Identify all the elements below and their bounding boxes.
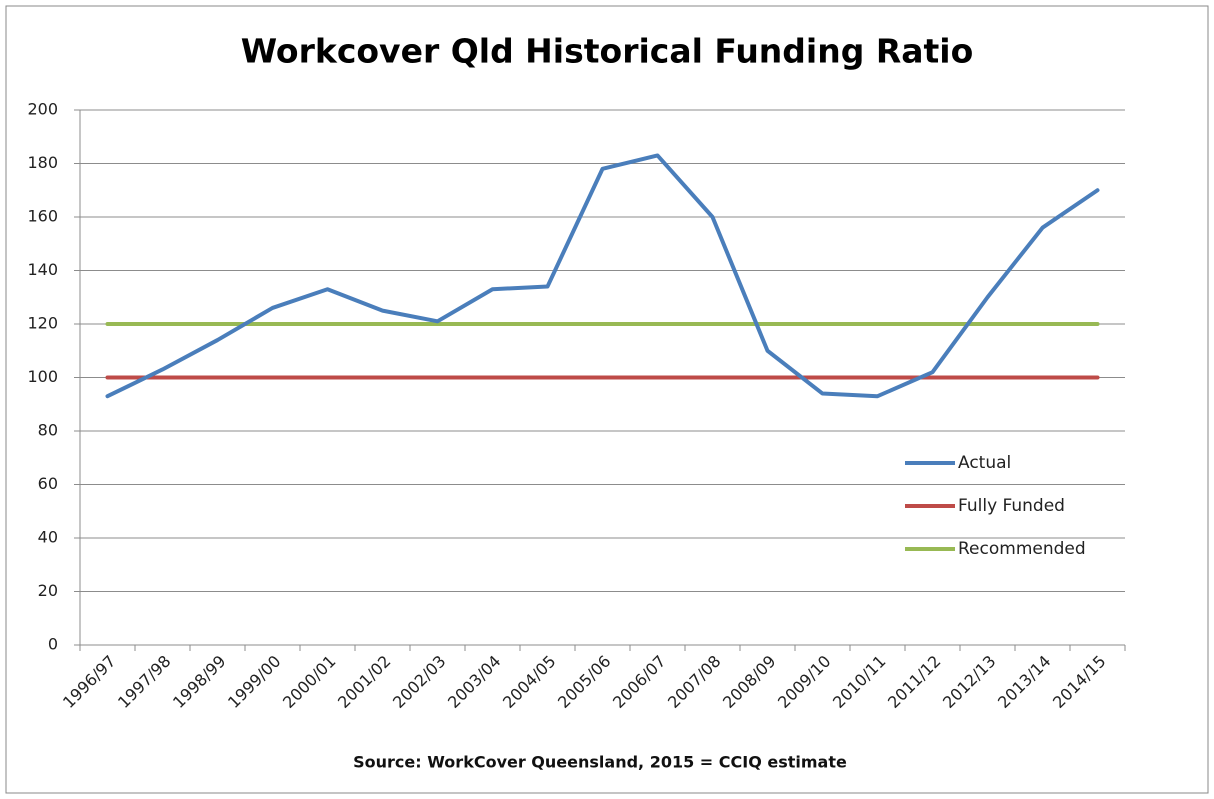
chart-title: Workcover Qld Historical Funding Ratio	[241, 32, 974, 71]
y-tick-label: 180	[27, 153, 58, 172]
y-tick-label: 140	[27, 260, 58, 279]
y-tick-label: 100	[27, 367, 58, 386]
y-tick-label: 200	[27, 100, 58, 119]
y-tick-label: 20	[38, 581, 58, 600]
chart-border	[5, 5, 1209, 794]
y-tick-label: 160	[27, 207, 58, 226]
source-note: Source: WorkCover Queensland, 2015 = CCI…	[353, 753, 847, 772]
series-line	[105, 153, 1100, 399]
y-tick-label: 120	[27, 314, 58, 333]
legend-label: Fully Funded	[958, 496, 1065, 516]
legend-label: Recommended	[958, 539, 1086, 559]
y-tick-label: 0	[48, 635, 58, 654]
legend-label: Actual	[958, 453, 1011, 473]
y-tick-label: 60	[38, 474, 58, 493]
y-tick-label: 40	[38, 528, 58, 547]
y-tick-label: 80	[38, 421, 58, 440]
